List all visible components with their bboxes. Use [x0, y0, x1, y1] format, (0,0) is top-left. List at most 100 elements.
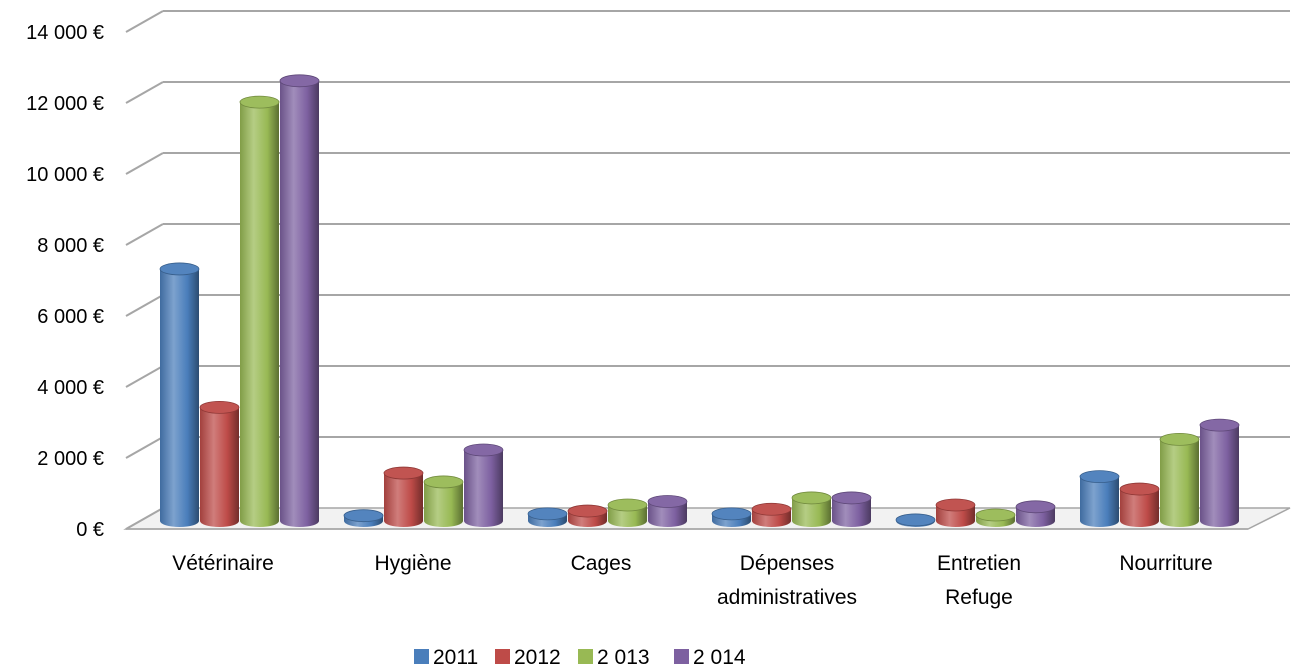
axis-depth-line — [125, 152, 164, 175]
bar — [607, 498, 648, 527]
y-tick-label: 2 000 € — [37, 448, 104, 470]
bar-top — [423, 475, 464, 489]
bar-top — [239, 95, 280, 109]
bar-body — [792, 497, 831, 527]
y-tick-label: 12 000 € — [26, 93, 104, 115]
axis-depth-line — [125, 507, 164, 530]
bar — [567, 504, 608, 527]
bar — [711, 507, 752, 527]
legend-label: 2 014 — [693, 646, 746, 669]
bar-top — [343, 509, 384, 523]
bar-top — [527, 507, 568, 521]
x-tick-label: Hygiène — [374, 552, 451, 575]
bar — [895, 513, 936, 527]
bar-top — [791, 491, 832, 505]
bar-top — [1159, 432, 1200, 446]
bar — [831, 491, 872, 527]
legend-item: 2012 — [495, 646, 561, 669]
bar — [527, 507, 568, 527]
bar-top — [383, 466, 424, 480]
bar-top — [279, 74, 320, 88]
legend: 2011 2012 2 013 2 014 — [414, 646, 746, 669]
y-tick-label: 6 000 € — [37, 306, 104, 328]
bar-body — [384, 473, 423, 527]
axis-depth-line — [125, 81, 164, 104]
bar-body — [200, 407, 239, 527]
y-tick-label: 10 000 € — [26, 164, 104, 186]
bar-body — [1080, 476, 1119, 527]
bar-top — [831, 491, 872, 505]
bar — [423, 475, 464, 527]
y-tick-label: 8 000 € — [37, 235, 104, 257]
legend-label: 2011 — [433, 646, 478, 669]
bar-top — [463, 443, 504, 457]
legend-label: 2012 — [514, 646, 561, 669]
bar — [463, 443, 504, 527]
bar-body — [1160, 439, 1199, 527]
bar-body — [160, 268, 199, 527]
x-tick-label: Dépenses — [740, 552, 835, 575]
bar — [791, 491, 832, 527]
legend-item: 2 013 — [578, 646, 650, 669]
bar — [159, 262, 200, 527]
legend-swatch — [414, 649, 429, 664]
bar-top — [607, 498, 648, 512]
y-tick-label: 0 € — [76, 519, 104, 541]
y-tick-label: 4 000 € — [37, 377, 104, 399]
x-tick-label: Cages — [571, 552, 632, 575]
bar-top — [1015, 500, 1056, 514]
legend-swatch — [495, 649, 510, 664]
bar-body — [464, 450, 503, 527]
bar — [199, 400, 240, 527]
bar-top — [1199, 418, 1240, 432]
bar — [751, 502, 792, 527]
bar-body — [240, 102, 279, 527]
bar-top — [199, 400, 240, 414]
x-axis-labels: Vétérinaire Hygiène Cages Dépenses administr… — [172, 552, 1212, 609]
bar-body — [1200, 425, 1239, 527]
bar-top — [647, 495, 688, 508]
bar — [279, 74, 320, 528]
bar — [647, 495, 688, 527]
bar-body — [648, 501, 687, 527]
x-tick-label: Nourriture — [1119, 552, 1212, 575]
bar — [239, 95, 280, 527]
legend-swatch — [674, 649, 689, 664]
axis-depth-line — [125, 365, 164, 388]
x-tick-label: administratives — [717, 586, 857, 609]
axis-depth-line — [125, 294, 164, 317]
bar — [1119, 482, 1160, 527]
y-tick-label: 14 000 € — [26, 22, 104, 44]
legend-swatch — [578, 649, 593, 664]
bar-body — [832, 497, 871, 527]
bar-top — [567, 504, 608, 518]
bar — [1199, 418, 1240, 527]
axis-depth-line — [125, 436, 164, 459]
y-axis: 0 € 2 000 € 4 000 € 6 000 € 8 000 € 10 000 € 1… — [26, 22, 1248, 541]
bar — [935, 498, 976, 527]
bar — [1159, 432, 1200, 527]
legend-item: 2 014 — [674, 646, 746, 669]
legend-label: 2 013 — [597, 646, 650, 669]
bar-top — [895, 513, 936, 527]
x-tick-label: Refuge — [945, 586, 1013, 609]
x-tick-label: Entretien — [937, 552, 1021, 575]
bars — [159, 74, 1240, 528]
bar-top — [711, 507, 752, 521]
bar-top — [1119, 482, 1160, 496]
bar — [975, 508, 1016, 527]
bar-top — [1079, 470, 1120, 484]
bar-top — [751, 502, 792, 516]
bar-top — [935, 498, 976, 512]
legend-item: 2011 — [414, 646, 478, 669]
bar — [383, 466, 424, 527]
bar-body — [424, 481, 463, 527]
bar — [343, 509, 384, 527]
bar-top — [159, 262, 200, 276]
axis-depth-line — [125, 10, 164, 33]
bar-top — [975, 508, 1016, 522]
bar — [1079, 470, 1120, 527]
bar — [1015, 500, 1056, 527]
bar-body — [280, 80, 319, 528]
